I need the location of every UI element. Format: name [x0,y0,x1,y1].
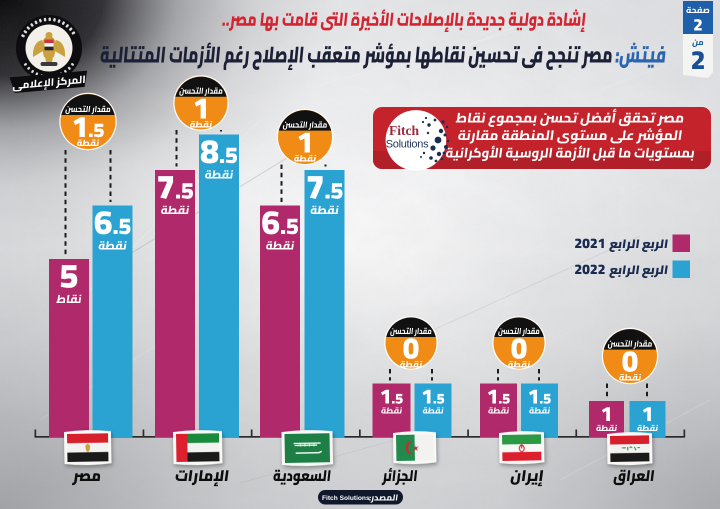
svg-text:Fitch Solutions: Fitch Solutions [322,495,370,502]
svg-text:Fitch: Fitch [389,123,419,138]
svg-text:Solutions: Solutions [386,139,429,151]
